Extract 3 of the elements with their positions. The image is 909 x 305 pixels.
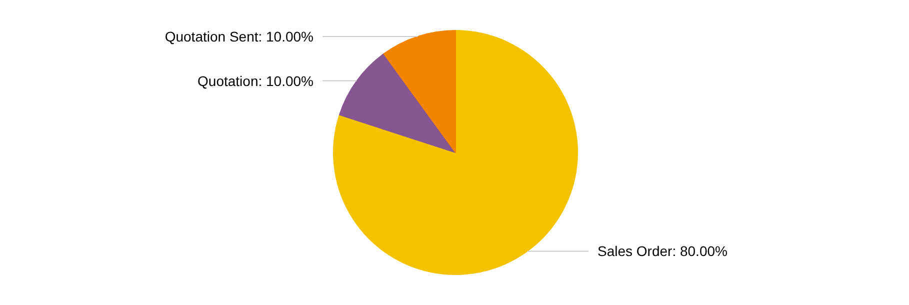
slice-label: Quotation Sent: 10.00% [164,28,314,44]
slice-label: Quotation: 10.00% [198,72,314,89]
slice-label: Sales Order: 80.00% [598,243,728,260]
